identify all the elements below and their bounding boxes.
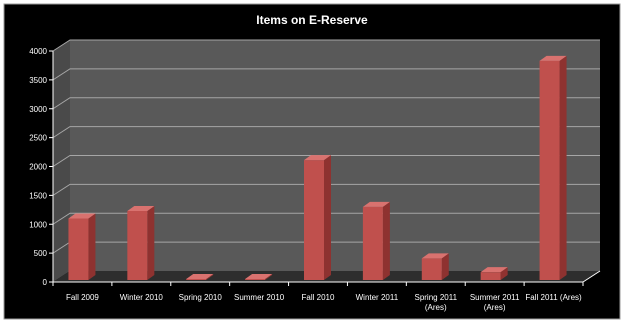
x-tick-label: Summer 2010 [234, 293, 285, 302]
bar-front [68, 218, 89, 280]
y-tick-label: 2000 [29, 163, 47, 172]
gridline [52, 68, 600, 81]
bar-side [441, 253, 449, 280]
bar-side [500, 267, 508, 280]
bar-top [362, 201, 390, 207]
chart-title: Items on E-Reserve [256, 13, 368, 27]
bar-side [382, 201, 390, 280]
x-tick-label: Fall 2010 [302, 293, 335, 302]
bar [127, 205, 155, 280]
bar [539, 55, 567, 280]
bar-side [324, 155, 331, 280]
bar [421, 253, 449, 280]
bar-front [127, 210, 148, 280]
y-tick-label: 2500 [29, 134, 47, 143]
gridline [52, 183, 600, 196]
y-tick-label: 3500 [29, 76, 47, 85]
x-axis-depth-edge [582, 270, 601, 283]
x-tick-label: Winter 2010 [120, 293, 164, 302]
x-tick-label: Winter 2011 [356, 293, 399, 302]
x-tick-label: (Ares) [425, 303, 447, 312]
y-tick-label: 500 [34, 249, 48, 258]
y-tick-label: 1000 [29, 220, 47, 229]
y-tick-label: 3000 [29, 105, 47, 114]
x-tick-label: Spring 2011 [414, 293, 457, 302]
bar-front [304, 160, 324, 280]
gridline [52, 126, 600, 139]
bars [68, 55, 567, 280]
bar-top [421, 253, 449, 259]
gridline [52, 212, 600, 225]
bar-top [186, 274, 214, 279]
x-tick-label: Summer 2011 [470, 293, 520, 302]
y-tick-label: 4000 [29, 47, 47, 56]
y-tick-label: 0 [43, 278, 48, 287]
bar-side [265, 274, 273, 280]
bar-top [68, 213, 96, 219]
bar-front [186, 279, 207, 280]
bar-side [559, 55, 567, 280]
bar [68, 213, 96, 280]
x-tick-label: Spring 2010 [179, 293, 223, 302]
bar-top [304, 155, 331, 161]
bar [245, 274, 273, 280]
bar-front [362, 206, 383, 280]
x-axis: Fall 2009 Winter 2010 Spring 2010 Summer 20… [52, 270, 601, 312]
bar-top [480, 267, 508, 273]
bar-top [245, 274, 273, 279]
y-tick-label: 1500 [29, 191, 47, 200]
x-tick-label: (Ares) [484, 303, 506, 312]
bar [186, 274, 214, 280]
y-axis: 0 500 1000 1500 2000 2500 3000 3500 4000 [29, 47, 54, 287]
x-tick-label: Fall 2011 (Ares) [525, 293, 582, 302]
bar-top [539, 55, 567, 61]
bar [304, 155, 331, 280]
bar-front [421, 258, 442, 280]
bar-side [206, 274, 214, 280]
bar [480, 267, 508, 280]
bar-front [480, 272, 501, 280]
x-tick-label: Fall 2009 [66, 293, 99, 302]
bar-side [147, 205, 155, 280]
bar-front [245, 279, 266, 280]
bar [362, 201, 390, 280]
bar-top [127, 205, 155, 211]
bar-side [88, 213, 96, 280]
gridline [52, 39, 600, 52]
gridline [52, 97, 600, 110]
bar-front [539, 60, 560, 280]
gridline [52, 155, 600, 167]
